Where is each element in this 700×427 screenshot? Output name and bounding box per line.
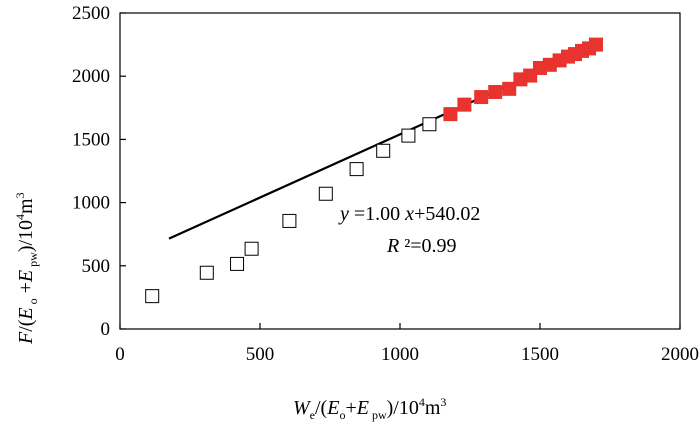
hollow-square-point [318, 186, 333, 201]
filled-square-point [443, 107, 458, 122]
hollow-square-point [401, 128, 416, 143]
y-tick-label: 1000 [72, 193, 110, 214]
hollow-square-point [349, 162, 364, 177]
filled-square-point [488, 85, 503, 99]
y-axis-label: F/(E o +E pw)/104m3 [13, 192, 40, 345]
x-tick-label: 2000 [661, 344, 699, 365]
x-tick-label: 1000 [381, 344, 419, 365]
data-points [145, 37, 603, 304]
y-tick-label: 0 [101, 319, 111, 340]
hollow-square-point [199, 265, 214, 280]
x-tick-label: 1500 [521, 344, 559, 365]
hollow-square-point [145, 289, 160, 304]
x-axis-ticks: 0 500 1000 1500 2000 [115, 323, 699, 365]
equation-annotation: y =1.00 x+540.02 [338, 203, 480, 225]
x-axis-label: We/(Eo+E pw)/104m3 [293, 395, 446, 422]
hollow-square-point [230, 256, 245, 271]
hollow-square-point [422, 117, 437, 132]
filled-square-point [502, 81, 517, 96]
r-squared-annotation: R ²=0.99 [386, 235, 457, 257]
filled-square-point [457, 97, 472, 112]
y-tick-label: 500 [82, 256, 111, 277]
x-tick-label: 500 [246, 344, 275, 365]
plot-area [119, 12, 681, 330]
y-axis-ticks: 0 500 1000 1500 2000 2500 [72, 3, 126, 340]
hollow-square-point [244, 241, 259, 256]
hollow-square-point [282, 213, 297, 228]
y-tick-label: 1500 [72, 129, 110, 150]
x-tick-label: 0 [115, 344, 125, 365]
filled-square-point [589, 37, 603, 52]
filled-square-point [474, 90, 489, 105]
hollow-square-point [376, 143, 391, 158]
y-tick-label: 2000 [72, 66, 110, 87]
y-tick-label: 2500 [72, 3, 110, 24]
